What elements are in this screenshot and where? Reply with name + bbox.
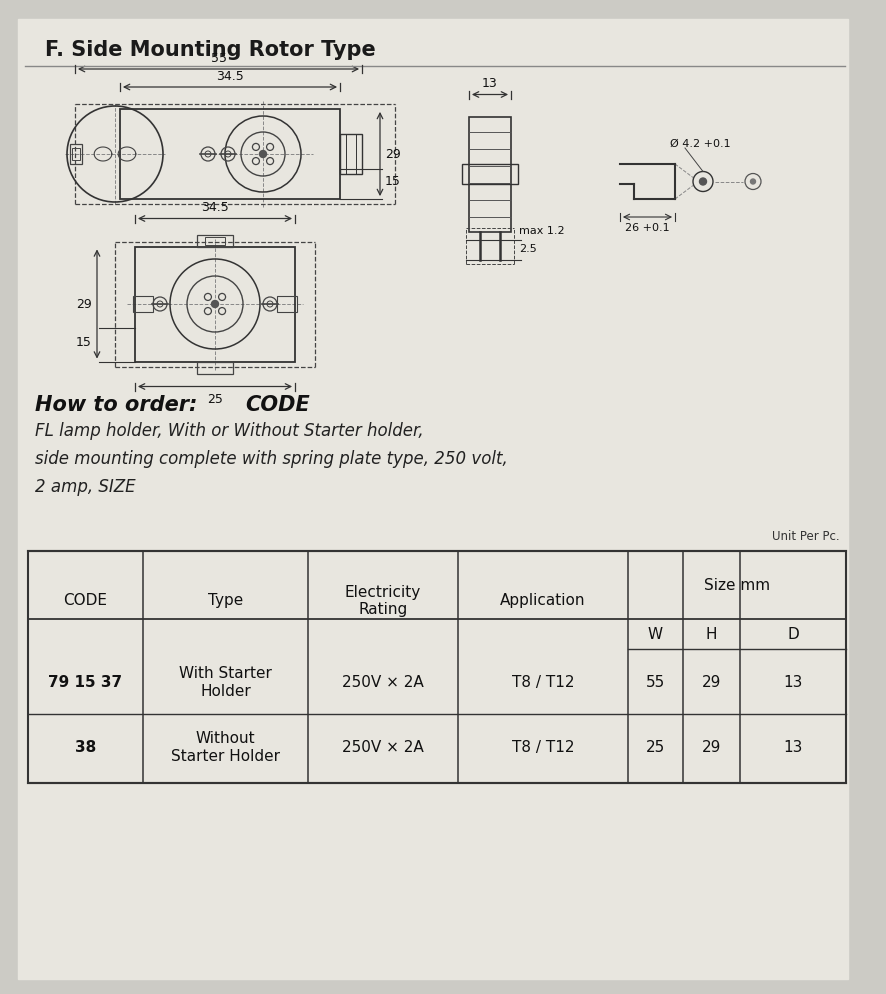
Text: 55: 55 <box>211 52 227 65</box>
Bar <box>340 135 362 175</box>
Text: Unit Per Pc.: Unit Per Pc. <box>773 530 840 543</box>
Text: 13: 13 <box>783 740 803 754</box>
Text: F. Side Mounting Rotor Type: F. Side Mounting Rotor Type <box>45 40 376 60</box>
Text: How to order:: How to order: <box>35 395 212 414</box>
Circle shape <box>212 301 219 308</box>
Text: 38: 38 <box>75 740 96 754</box>
Text: 250V × 2A: 250V × 2A <box>342 740 424 754</box>
Circle shape <box>260 151 267 158</box>
Text: Type: Type <box>208 592 243 608</box>
Text: With Starter
Holder: With Starter Holder <box>179 666 272 698</box>
Text: Size mm: Size mm <box>704 578 770 592</box>
Bar <box>197 236 233 248</box>
Text: Ø 4.2 +0.1: Ø 4.2 +0.1 <box>670 139 731 149</box>
Text: FL lamp holder, With or Without Starter holder,
side mounting complete with spri: FL lamp holder, With or Without Starter … <box>35 421 508 495</box>
Text: 79 15 37: 79 15 37 <box>49 674 122 689</box>
Text: max 1.2: max 1.2 <box>519 227 564 237</box>
Text: Electricity
Rating: Electricity Rating <box>345 584 421 616</box>
Text: 25: 25 <box>207 393 223 407</box>
Text: 25: 25 <box>646 740 665 754</box>
Text: 29: 29 <box>385 148 400 161</box>
Text: 34.5: 34.5 <box>201 202 229 215</box>
Text: 34.5: 34.5 <box>216 70 244 83</box>
Circle shape <box>700 179 706 186</box>
Bar <box>28 552 846 783</box>
Text: 26 +0.1: 26 +0.1 <box>626 223 670 233</box>
Bar <box>135 248 295 362</box>
Bar <box>70 145 82 165</box>
Text: W: W <box>648 627 663 642</box>
Text: 55: 55 <box>646 674 665 689</box>
Text: 29: 29 <box>76 298 92 311</box>
Bar <box>197 362 233 374</box>
Text: 13: 13 <box>783 674 803 689</box>
Text: T8 / T12: T8 / T12 <box>512 740 574 754</box>
Circle shape <box>750 180 756 185</box>
Text: Without
Starter Holder: Without Starter Holder <box>171 731 280 763</box>
Text: Application: Application <box>501 592 586 608</box>
Bar <box>133 296 153 313</box>
Bar <box>72 149 80 161</box>
Bar <box>205 238 225 246</box>
Text: H: H <box>706 627 718 642</box>
Bar <box>469 117 511 233</box>
Text: 29: 29 <box>702 740 721 754</box>
Text: T8 / T12: T8 / T12 <box>512 674 574 689</box>
Text: 250V × 2A: 250V × 2A <box>342 674 424 689</box>
Text: 13: 13 <box>482 78 498 90</box>
Text: D: D <box>787 627 799 642</box>
Bar <box>120 110 340 200</box>
Bar <box>462 165 518 185</box>
Text: CODE: CODE <box>64 592 107 608</box>
Bar <box>277 296 297 313</box>
Text: 2.5: 2.5 <box>519 245 537 254</box>
Text: 29: 29 <box>702 674 721 689</box>
Text: 15: 15 <box>385 175 400 188</box>
Text: CODE: CODE <box>245 395 310 414</box>
Text: 15: 15 <box>76 336 92 349</box>
